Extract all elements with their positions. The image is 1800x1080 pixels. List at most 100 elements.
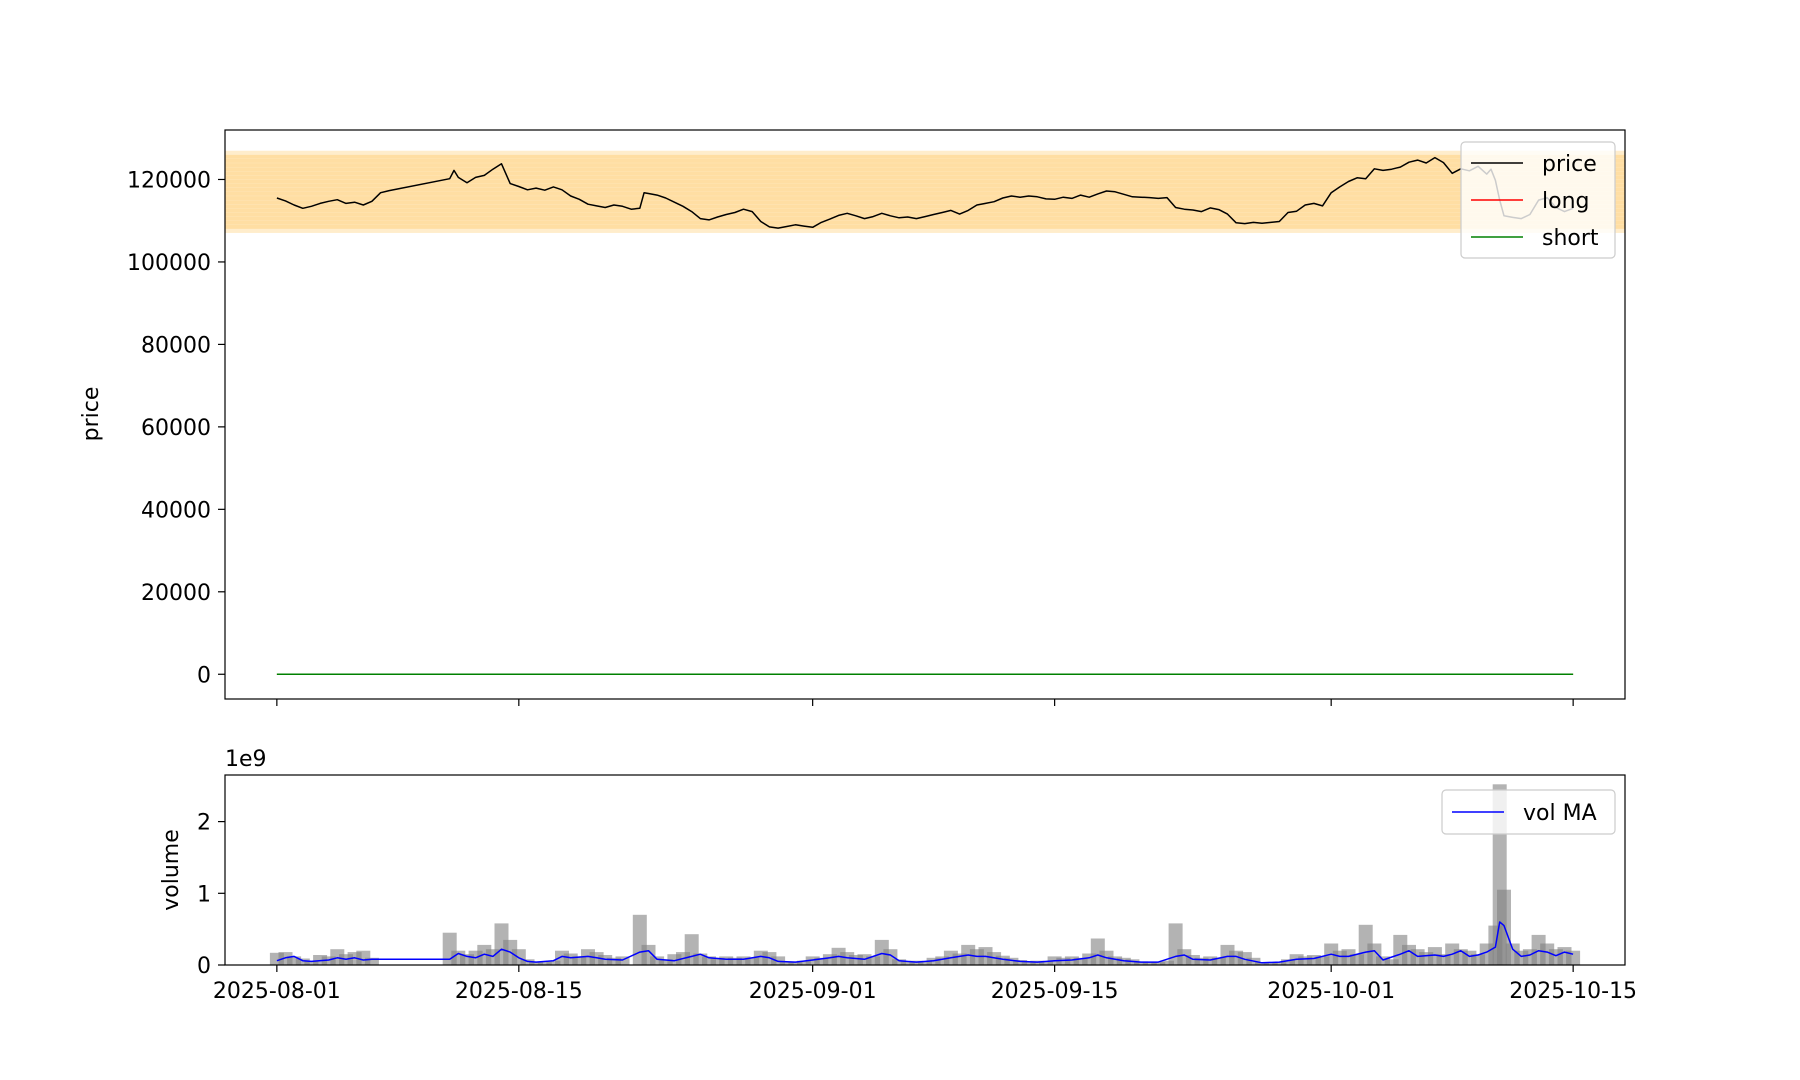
volume-panel: 012 2025-08-01 2025-08-15 2025-09-01 2025-0… [159,747,1637,1004]
volume-bar [1263,962,1278,965]
volume-bar [745,957,760,965]
volume-bar [1315,956,1330,965]
price-panel: 0 20000 40000 60000 80000 100000 120000 price … [79,129,1626,706]
volume-bar [658,959,673,965]
volume-bar [788,961,803,965]
band-level [225,224,1625,233]
volume-bar [935,956,950,965]
volume-bar [1134,961,1148,965]
volume-legend: vol MA [1441,789,1616,835]
volume-x-axis: 2025-08-01 2025-08-15 2025-09-01 2025-09-15… [213,965,1637,1004]
volume-bar [1436,954,1451,965]
volume-bar [1039,961,1053,965]
volume-bar [814,957,829,965]
legend-label-vol-ma: vol MA [1523,801,1597,826]
volume-bar [952,953,967,965]
price-y-tick-label: 120000 [127,168,211,193]
support-resistance-bands [225,150,1625,233]
volume-bar [606,957,621,965]
band-level [225,150,1625,159]
volume-bar [563,953,578,965]
volume-bar [304,961,319,965]
price-y-axis: 0 20000 40000 60000 80000 100000 120000 [127,168,225,688]
volume-y-axis-label: volume [159,829,184,911]
volume-bar [866,956,881,965]
volume-bar [797,960,811,965]
band-level [225,179,1625,188]
band-level [225,183,1625,192]
price-y-tick-label: 100000 [127,251,211,276]
volume-y-tick-label: 2 [197,811,211,836]
band-level [225,158,1625,167]
volume-bar [1013,960,1028,965]
volume-bar [995,955,1010,965]
volume-bar [1160,960,1174,965]
volume-bar [1211,957,1226,965]
volume-bar [779,962,794,965]
price-legend-box [1460,141,1616,259]
volume-bar [1073,957,1088,965]
volume-bar [693,953,708,965]
band-level [225,175,1625,184]
band-level [225,196,1625,205]
volume-bar [900,961,915,965]
x-tick-label: 2025-10-01 [1267,979,1395,1004]
volume-bar [1108,956,1123,965]
volume-bar [822,954,837,965]
volume-bar [1142,962,1157,965]
band-level [225,163,1625,172]
band-level [225,171,1625,180]
volume-bar [1350,954,1365,965]
price-x-ticks [276,699,1574,706]
volume-bar [918,961,932,965]
volume-bar [460,954,474,965]
band-level [225,154,1625,163]
price-y-tick-label: 40000 [141,498,211,523]
volume-bar [1194,957,1209,965]
vol-ma-line [276,921,1574,964]
volume-y-tick-label: 1 [197,882,211,907]
volume-offset-text: 1e9 [225,747,267,772]
price-y-axis-label: price [79,387,104,442]
volume-bar [727,957,742,965]
legend-label-long: long [1542,189,1589,214]
band-level [225,191,1625,200]
price-y-tick-label: 0 [197,663,211,688]
band-level [225,200,1625,209]
volume-bar [1056,957,1071,965]
price-y-tick-label: 20000 [141,581,211,606]
price-lines [276,156,1574,676]
price-y-tick-label: 60000 [141,416,211,441]
volume-bar [909,960,924,965]
volume-y-tick-label: 0 [197,954,211,979]
volume-bar [364,957,379,965]
price-line [276,156,1574,229]
volume-ma-line [276,921,1574,964]
price-axes-frame [224,129,1626,700]
volume-bar [572,956,587,965]
volume-bar [848,955,863,965]
legend-label-short: short [1542,226,1599,251]
volume-bar [1281,959,1295,965]
x-tick-label: 2025-09-15 [991,979,1119,1004]
volume-bar [736,956,751,965]
x-tick-label: 2025-08-01 [213,979,341,1004]
volume-bar [529,961,544,965]
volume-bar [295,958,310,965]
band-level [225,187,1625,196]
volume-bar [667,954,682,965]
volume-bar [719,956,734,965]
volume-bar [710,957,725,965]
band-level [225,167,1625,176]
band-level [225,220,1625,229]
volume-bar [702,956,716,965]
volume-legend-box [1441,789,1616,835]
x-tick-label: 2025-08-15 [455,979,583,1004]
volume-axes-frame [224,774,1626,966]
volume-bar [537,962,552,965]
band-level [225,216,1625,225]
volume-bar [1255,962,1269,965]
x-tick-label: 2025-10-15 [1509,979,1637,1004]
volume-bar [650,956,665,965]
